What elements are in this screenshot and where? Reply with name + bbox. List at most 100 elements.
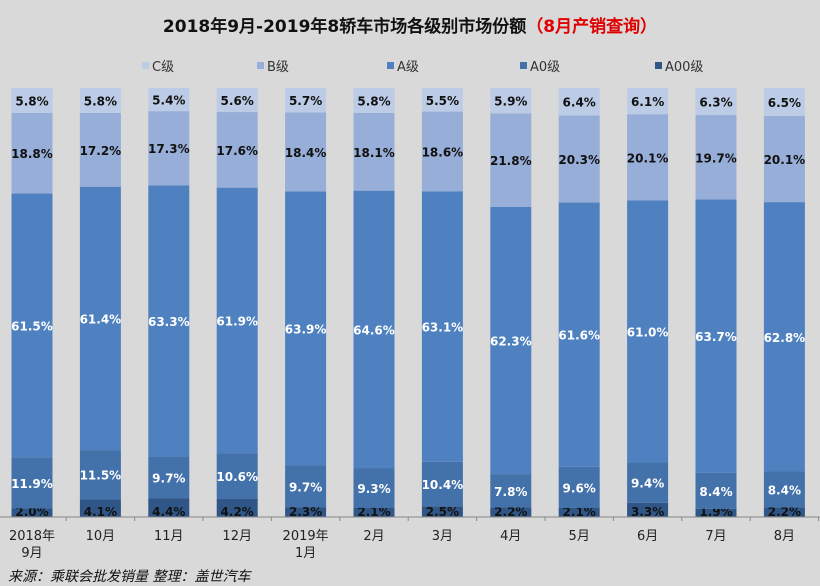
data-label: 61.5%	[11, 319, 53, 333]
legend-swatch	[257, 62, 264, 69]
bar-segment	[353, 507, 395, 517]
bar-segment	[148, 498, 190, 517]
data-label: 61.6%	[558, 329, 600, 343]
data-label: 18.6%	[422, 145, 464, 159]
data-label: 63.3%	[148, 315, 190, 329]
data-label: 18.1%	[353, 146, 395, 160]
data-label: 21.8%	[490, 154, 532, 168]
bar-segment	[79, 499, 121, 517]
bar-segment	[763, 88, 805, 116]
legend-label: B级	[267, 60, 289, 75]
data-label: 2.2%	[768, 505, 801, 519]
bar-segment	[148, 456, 190, 499]
bar-segment	[558, 466, 600, 508]
bar-segment	[695, 115, 737, 200]
data-label: 9.3%	[357, 482, 390, 496]
source-note: 来源：乘联会批发销量 整理：盖世汽车	[8, 569, 251, 585]
bar-segment	[285, 191, 327, 466]
data-label: 4.4%	[152, 505, 185, 519]
data-label: 9.4%	[631, 477, 664, 491]
bar-segment	[353, 468, 395, 508]
bar-segment	[216, 187, 258, 454]
legend-item: A0级	[520, 56, 560, 75]
data-label: 8.4%	[699, 485, 732, 499]
bar-segment	[421, 111, 463, 192]
bar-segment	[627, 502, 669, 517]
data-label: 7.8%	[494, 485, 527, 499]
bar-segment	[421, 88, 463, 112]
bar-segment	[11, 88, 53, 113]
bar-segment	[558, 202, 600, 467]
bar-segment	[148, 185, 190, 457]
legend-swatch	[387, 62, 394, 69]
bar-segment	[285, 112, 327, 192]
bar-segment	[216, 453, 258, 499]
bar-segment	[490, 474, 532, 508]
bar-segment	[695, 199, 737, 473]
data-label: 62.8%	[764, 331, 806, 345]
data-label: 2.1%	[357, 505, 390, 519]
data-label: 5.4%	[152, 94, 185, 108]
data-label: 17.6%	[216, 144, 258, 158]
data-label: 5.9%	[494, 95, 527, 109]
bar-segment	[763, 507, 805, 517]
x-tick-label: 11月	[154, 529, 184, 544]
bar-segment	[11, 457, 53, 509]
legend-item: B级	[257, 56, 289, 75]
bar-segment	[148, 88, 190, 112]
bar-segment	[558, 115, 600, 203]
legend-label: A级	[397, 60, 419, 75]
legend-label: C级	[152, 60, 175, 75]
bar-segment	[421, 506, 463, 517]
data-label: 6.4%	[563, 96, 596, 110]
data-label: 61.9%	[216, 315, 258, 329]
data-label: 62.3%	[490, 334, 532, 348]
data-label: 5.8%	[15, 94, 48, 108]
bar-segment	[79, 186, 121, 451]
data-label: 5.5%	[426, 94, 459, 108]
data-label: 11.5%	[80, 469, 122, 483]
legend-item: A00级	[655, 56, 703, 75]
legend-swatch	[142, 62, 149, 69]
bar-segment	[148, 111, 190, 186]
data-label: 2.2%	[494, 505, 527, 519]
data-label: 2.1%	[563, 505, 596, 519]
bar-segment	[627, 114, 669, 201]
bar-segment	[285, 88, 327, 113]
data-label: 6.3%	[699, 96, 732, 110]
bar-segment	[216, 498, 258, 517]
legend-swatch	[520, 62, 527, 69]
data-label: 5.6%	[221, 94, 254, 108]
data-label: 2.3%	[289, 505, 322, 519]
x-tick-label: 4月	[500, 529, 521, 544]
bar-segment	[490, 507, 532, 517]
data-label: 9.7%	[289, 480, 322, 494]
bar-segment	[216, 88, 258, 113]
data-label: 20.1%	[627, 151, 669, 165]
chart-title: 2018年9月-2019年8轿车市场各级别市场份额（8月产销查询）	[0, 12, 820, 37]
bar-segment	[695, 88, 737, 116]
data-label: 9.6%	[563, 481, 596, 495]
chart-title-main: 2018年9月-2019年8轿车市场各级别市场份额	[162, 17, 527, 37]
data-label: 6.5%	[768, 96, 801, 110]
bar-segment	[627, 88, 669, 115]
data-label: 61.4%	[80, 312, 122, 326]
data-label: 19.7%	[695, 151, 737, 165]
bar-segment	[695, 508, 737, 517]
x-tick-label: 2月	[363, 529, 384, 544]
data-label: 63.7%	[695, 330, 737, 344]
data-label: 18.8%	[11, 147, 53, 161]
data-label: 10.6%	[216, 470, 258, 484]
data-label: 61.0%	[627, 325, 669, 339]
bar-segment	[421, 461, 463, 507]
data-label: 4.1%	[84, 505, 117, 519]
data-label: 5.8%	[357, 94, 390, 108]
bar-segment	[353, 88, 395, 113]
bar-segment	[353, 112, 395, 191]
data-label: 3.3%	[631, 505, 664, 519]
data-label: 17.3%	[148, 142, 190, 156]
chart-title-highlight: （8月产销查询）	[526, 17, 658, 37]
bar-segment	[285, 507, 327, 517]
bar-segment	[763, 115, 805, 203]
